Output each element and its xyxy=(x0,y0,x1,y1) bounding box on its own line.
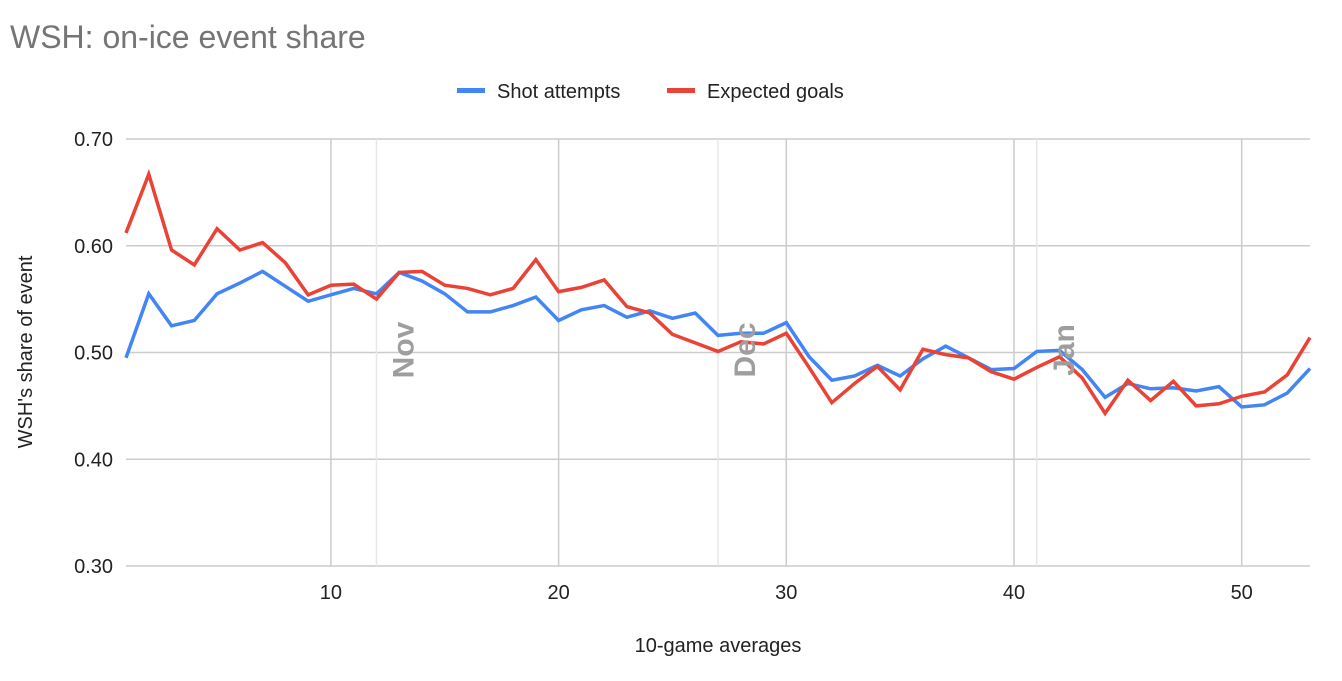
chart-title: WSH: on-ice event share xyxy=(10,19,366,55)
series-line-0 xyxy=(124,269,1312,409)
month-marker-label: Dec xyxy=(729,322,762,377)
legend-label-expected-goals: Expected goals xyxy=(707,81,844,103)
y-tick-label: 0.70 xyxy=(74,129,113,151)
x-tick-label: 10 xyxy=(320,582,342,604)
month-marker-label: Jan xyxy=(1048,324,1081,376)
x-tick-label: 40 xyxy=(1003,582,1025,604)
x-axis-label: 10-game averages xyxy=(635,635,802,657)
series-line-1 xyxy=(124,168,1312,417)
x-tick-label: 20 xyxy=(547,582,569,604)
x-tick-label: 30 xyxy=(775,582,797,604)
month-marker-label: Nov xyxy=(387,321,420,378)
legend-swatch-expected-goals xyxy=(667,88,695,93)
y-tick-label: 0.30 xyxy=(74,556,113,578)
legend-swatch-shot-attempts xyxy=(457,88,485,93)
legend-label-shot-attempts: Shot attempts xyxy=(497,81,620,103)
y-tick-label: 0.50 xyxy=(74,343,113,365)
x-tick-label: 50 xyxy=(1231,582,1253,604)
y-tick-label: 0.40 xyxy=(74,449,113,471)
y-tick-label: 0.60 xyxy=(74,236,113,258)
y-axis-label: WSH's share of event xyxy=(15,255,37,448)
legend: Shot attempts Expected goals xyxy=(457,81,844,103)
